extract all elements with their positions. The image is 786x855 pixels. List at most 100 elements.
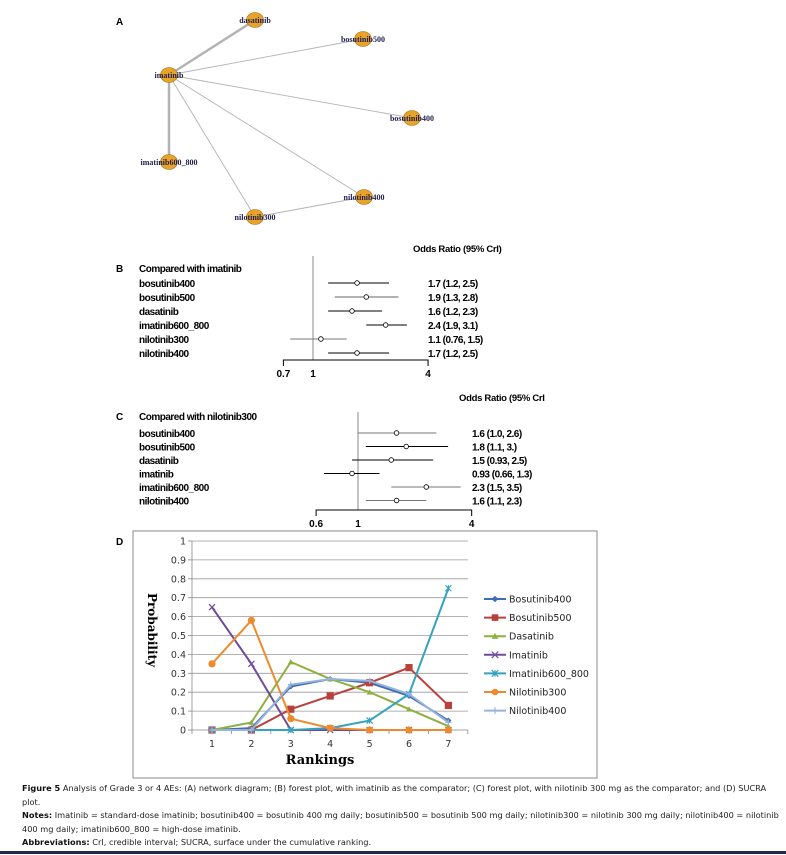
legend-item: Bosutinib500: [484, 613, 572, 624]
network-edge: [168, 74, 256, 218]
network-edge: [168, 18, 256, 77]
panel-letter: C: [116, 412, 123, 423]
point-estimate: [354, 280, 360, 286]
x-tick-label: 0.6: [309, 519, 323, 530]
forest-title: Compared with imatinib: [139, 264, 242, 275]
point-estimate: [423, 484, 429, 490]
plus-marker: [445, 719, 452, 726]
series-nilotinib300: [208, 616, 452, 734]
x-tick-label: 4: [327, 739, 333, 750]
circle-marker: [326, 724, 334, 732]
forest-row-label: bosutinib400: [139, 429, 196, 440]
triangle-marker: [406, 706, 412, 712]
point-estimate: [354, 350, 360, 356]
legend-label: Nilotinib400: [509, 706, 566, 717]
y-tick-label: 0.8: [171, 574, 186, 585]
triangle-marker: [366, 689, 373, 695]
network-node: [160, 154, 178, 170]
chart-frame: [132, 530, 598, 779]
triangle-marker: [248, 719, 255, 725]
diamond-marker: [491, 595, 499, 603]
legend-item: Imatinib: [484, 650, 548, 661]
network-edge: [254, 196, 365, 218]
series-imatinib: [208, 603, 452, 734]
network-node: [354, 31, 372, 47]
plus-marker: [287, 681, 294, 688]
point-estimate: [349, 308, 355, 314]
x-marker: [491, 651, 499, 659]
caption-notes-text: Imatinib = standard-dose imatinib; bosut…: [22, 810, 779, 834]
forest-row-label: imatinib: [139, 470, 174, 481]
circle-marker: [366, 726, 374, 734]
square-marker: [444, 701, 452, 710]
caption-figure-label: Figure 5: [22, 783, 61, 793]
network-edge: [168, 38, 364, 76]
plus-marker: [406, 691, 412, 698]
figure-canvas: A dasatinib bosutinib500 imatinib bosutinib…: [116, 12, 598, 779]
x-marker: [247, 660, 255, 668]
panel-letter: B: [116, 264, 123, 275]
x-tick-label: 1: [355, 519, 361, 530]
forest-row-value: 1.6 (1.2, 2.3): [428, 307, 478, 318]
triangle-marker: [287, 658, 294, 665]
square-marker: [326, 692, 334, 700]
y-axis-label: Probability: [145, 593, 159, 668]
circle-marker: [247, 616, 255, 624]
y-tick-label: 0.6: [171, 612, 186, 623]
forest-row-label: dasatinib: [139, 307, 179, 318]
x-tick-label: 1: [209, 739, 215, 750]
legend-label: Bosutinib400: [509, 595, 572, 606]
x-tick-label: 0.7: [276, 369, 290, 380]
x-tick-label: 3: [288, 739, 294, 750]
legend-label: Bosutinib500: [509, 613, 572, 624]
circle-marker: [491, 688, 499, 696]
legend-label: Imatinib: [509, 650, 548, 661]
legend-item: Nilotinib300: [484, 688, 566, 699]
network-node: [246, 12, 264, 28]
forest-row-label: dasatinib: [139, 456, 179, 467]
series-nilotinib400: [209, 675, 452, 733]
forest-row-label: nilotinib400: [139, 497, 190, 508]
point-estimate: [393, 430, 400, 436]
plus-marker: [248, 727, 255, 733]
x-marker: [208, 603, 216, 611]
legend-item: Dasatinib: [484, 632, 554, 643]
caption-notes-label: Notes:: [22, 810, 53, 820]
sucra-plot: D 0 0.1 0.2 0.3 0.4 0.5 0.6 0.7 0.8 0.9 1 1 2 3 4 5 6 7 Ran…: [116, 530, 598, 779]
star-marker: [491, 669, 499, 678]
forest-row-label: bosutinib500: [139, 443, 196, 454]
x-tick-label: 7: [445, 739, 451, 750]
forest-plot-c: Odds Ratio (95% CrI C Compared with niloti…: [116, 393, 545, 530]
circle-marker: [405, 726, 413, 734]
forest-row-value: 1.5 (0.93, 2.5): [472, 456, 527, 467]
circle-marker: [287, 715, 295, 723]
forest-row-value: 1.7 (1.2, 2.5): [428, 349, 478, 360]
y-tick-label: 0.5: [171, 631, 186, 642]
forest-header: Odds Ratio (95% CrI: [459, 393, 545, 404]
forest-row-label: imatinib600_800: [139, 321, 210, 332]
y-tick-label: 0.1: [171, 707, 186, 718]
legend-item: Bosutinib400: [484, 595, 572, 606]
legend-item: Imatinib600_800: [484, 669, 589, 680]
square-marker: [405, 664, 413, 672]
network-node: [355, 189, 373, 205]
panel-letter: D: [116, 537, 123, 548]
forest-row-value: 0.93 (0.66, 1.3): [472, 470, 532, 481]
plus-marker: [491, 707, 499, 714]
network-node-label: nilotinib400: [344, 193, 385, 202]
forest-row-label: bosutinib500: [139, 293, 196, 304]
x-tick-label: 5: [367, 739, 373, 750]
caption-notes: Notes: Imatinib = standard-dose imatinib…: [22, 809, 782, 836]
forest-header: Odds Ratio (95% CrI): [413, 244, 502, 255]
network-node-label: dasatinib: [239, 16, 271, 25]
network-node-label: bosutinib500: [341, 35, 385, 44]
forest-row-value: 2.4 (1.9, 3.1): [428, 321, 478, 332]
network-edge: [168, 74, 365, 198]
y-tick-label: 0.4: [171, 650, 186, 661]
legend-label: Nilotinib300: [509, 688, 566, 699]
x-tick-label: 1: [310, 369, 316, 380]
x-tick-label: 2: [248, 739, 254, 750]
network-edges: [167, 18, 413, 218]
network-node: [403, 110, 421, 126]
caption-figure: Figure 5 Analysis of Grade 3 or 4 AEs: (…: [22, 782, 782, 809]
